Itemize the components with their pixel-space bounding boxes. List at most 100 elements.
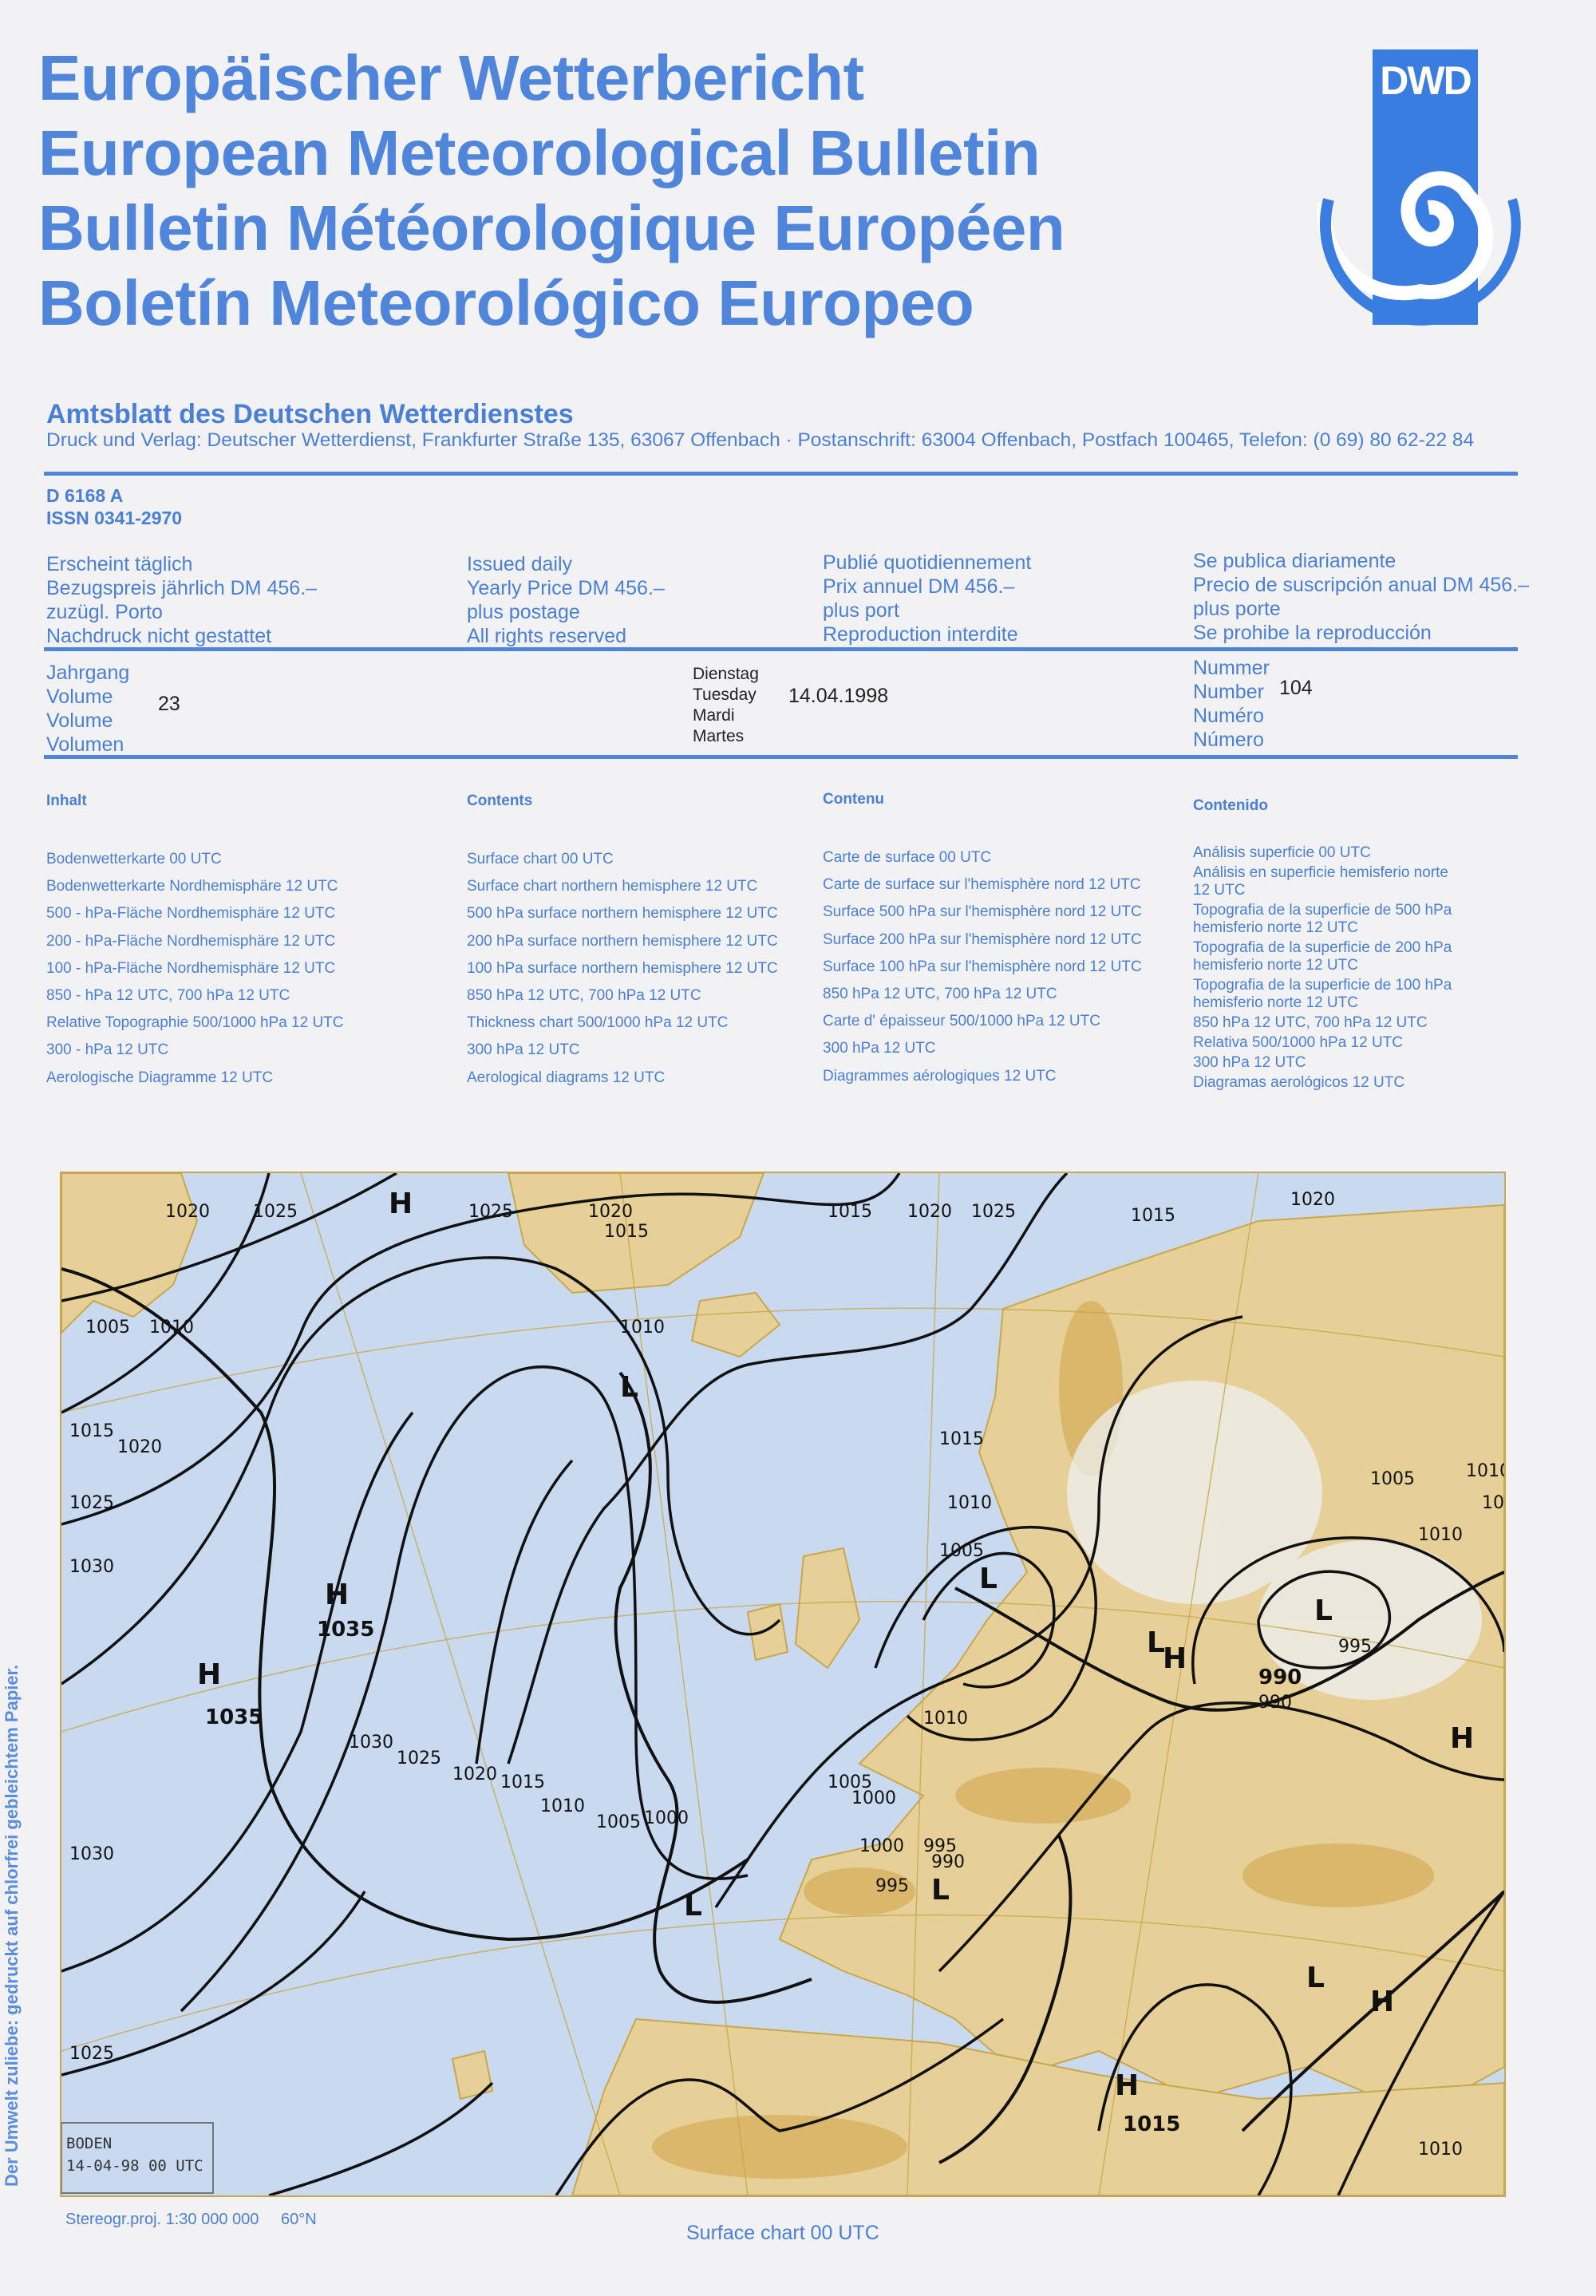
isobar-label: 1005 <box>596 1812 641 1832</box>
publisher-name: Amtsblatt des Deutschen Wetterdienstes <box>46 399 574 429</box>
low-pressure-center: L <box>979 1563 998 1595</box>
side-note: Der Umwelt zuliebe: gedruckt auf chlorfr… <box>2 1664 22 2187</box>
info-line: Precio de suscripción anual DM 456.– <box>1193 574 1530 596</box>
center-value: 990 <box>1258 1666 1302 1689</box>
isobar-label: 1030 <box>69 1844 114 1864</box>
contents-item: 200 hPa surface northern hemisphere 12 U… <box>467 932 778 950</box>
contents-item: Relative Topographie 500/1000 hPa 12 UTC <box>46 1014 344 1032</box>
contents-item: Surface chart 00 UTC <box>467 851 614 867</box>
contents-item: Bodenwetterkarte Nordhemisphäre 12 UTC <box>46 878 338 895</box>
contents-item: 300 hPa 12 UTC <box>823 1040 936 1057</box>
isobar-label: 1025 <box>69 1493 114 1513</box>
label: Dienstag <box>693 665 759 683</box>
isobar-label: 1005 <box>828 1772 872 1792</box>
info-line: All rights reserved <box>467 625 627 647</box>
contents-item: Análisis en superficie hemisferio norte … <box>1193 864 1448 899</box>
low-pressure-center: L <box>931 1874 950 1907</box>
center-value: 1035 <box>205 1705 263 1729</box>
info-de: Erscheint täglich Bezugspreis jährlich DM… <box>46 552 317 648</box>
low-pressure-center: L <box>1147 1626 1165 1659</box>
dwd-logo-text: DWD <box>1380 58 1472 103</box>
contents-item: Surface 100 hPa sur l'hemisphère nord 12… <box>823 958 1142 975</box>
contents-item: Topografia de la superficie de 500 hPa h… <box>1193 902 1452 936</box>
isobar-label: 1025 <box>397 1749 441 1768</box>
isobar-label: 1010 <box>540 1796 585 1816</box>
low-pressure-center: L <box>1314 1595 1333 1627</box>
contents-title-fr: Contenu <box>823 791 885 808</box>
volume-value: 23 <box>158 693 180 715</box>
contents-item: Diagrammes aérologiques 12 UTC <box>823 1067 1057 1085</box>
isobar-label: 1015 <box>69 1421 114 1441</box>
isobar-label: 1010 <box>149 1318 194 1338</box>
info-line: Se prohibe la reproducción <box>1193 622 1432 644</box>
isobar-label: 1030 <box>349 1733 393 1753</box>
high-pressure-center: H <box>1163 1642 1187 1675</box>
isobar-label: 995 <box>1338 1637 1372 1657</box>
label: Jahrgang <box>46 662 130 684</box>
isobar-label: 1000 <box>859 1836 904 1856</box>
isobar-label: 995 <box>875 1876 909 1896</box>
info-es: Se publica diariamente Precio de suscripc… <box>1193 549 1529 645</box>
contents-item: 850 hPa 12 UTC, 700 hPa 12 UTC <box>467 987 701 1005</box>
isobar-label: 1000 <box>851 1788 896 1808</box>
title-fr: Bulletin Météorologique Européen <box>38 192 1065 263</box>
info-line: Prix annuel DM 456.– <box>823 575 1015 598</box>
high-pressure-center: H <box>1370 1986 1394 2018</box>
contents-item: Carte de surface 00 UTC <box>823 849 992 866</box>
isobar-label: 1025 <box>468 1202 513 1222</box>
map-caption: Surface chart 00 UTC <box>686 2222 879 2244</box>
info-line: Publié quotidiennement <box>823 551 1032 574</box>
contents-item: 100 - hPa-Fläche Nordhemisphäre 12 UTC <box>46 959 336 977</box>
contents-item: 500 hPa surface northern hemisphere 12 U… <box>467 905 778 923</box>
high-pressure-center: H <box>389 1188 413 1220</box>
label: Número <box>1193 729 1264 751</box>
isobar-label: 1005 <box>1370 1469 1415 1489</box>
contents-title-de: Inhalt <box>46 792 87 809</box>
divider <box>44 472 1518 476</box>
high-pressure-center: H <box>325 1579 349 1611</box>
title-de: Europäischer Wetterbericht <box>38 42 864 113</box>
contents-item: Diagramas aerológicos 12 UTC <box>1193 1074 1405 1091</box>
issue-number: 104 <box>1279 677 1313 699</box>
contents-item: Thickness chart 500/1000 hPa 12 UTC <box>467 1014 729 1032</box>
info-line: Bezugspreis jährlich DM 456.– <box>46 577 318 599</box>
isobar-label: 1015 <box>500 1772 545 1792</box>
isobar-label: 1020 <box>165 1202 210 1222</box>
info-line: Reproduction interdite <box>823 623 1018 646</box>
isobar-label: 1025 <box>253 1202 298 1222</box>
low-pressure-center: L <box>1306 1962 1325 1994</box>
isobar-label: 1030 <box>69 1557 114 1577</box>
info-line: plus port <box>823 599 899 622</box>
isobar-label: 995 <box>923 1836 957 1856</box>
isobar-label: 1020 <box>117 1437 162 1457</box>
cold-front-2 <box>938 1835 1073 2164</box>
low-pressure-center: L <box>620 1371 638 1404</box>
info-line: Se publica diariamente <box>1193 550 1396 572</box>
isobar-label: 1010 <box>1466 1461 1504 1481</box>
info-line: Erscheint täglich <box>46 553 193 575</box>
isobar-label: 1010 <box>1418 2140 1463 2160</box>
info-line: zuzügl. Porto <box>46 601 163 623</box>
isobar-label: 1025 <box>69 2044 114 2064</box>
contents-item: 500 - hPa-Fläche Nordhemisphäre 12 UTC <box>46 905 336 923</box>
info-line: Issued daily <box>467 553 573 575</box>
contents-item: Surface 200 hPa sur l'hemisphère nord 12… <box>823 931 1142 948</box>
projection-note: Stereogr.proj. 1:30 000 000 60°N <box>65 2211 317 2229</box>
stamp-line: BODEN <box>66 2135 112 2152</box>
divider <box>44 647 1518 651</box>
center-value: 1015 <box>1123 2112 1180 2136</box>
day-labels: Dienstag Tuesday Mardi Martes <box>693 664 759 747</box>
isobar-label: 1015 <box>1131 1206 1175 1226</box>
label: Tuesday <box>693 686 757 704</box>
title-es: Boletín Meteorológico Europeo <box>38 267 974 338</box>
isobar-label: 1015 <box>604 1222 649 1242</box>
projection: Stereogr.proj. 1:30 000 000 <box>65 2211 259 2228</box>
publisher-address: Druck und Verlag: Deutscher Wetterdienst… <box>46 429 1475 451</box>
info-line: Nachdruck nicht gestattet <box>46 625 272 647</box>
contents-item: 850 - hPa 12 UTC, 700 hPa 12 UTC <box>46 987 290 1005</box>
contents-item: Bodenwetterkarte 00 UTC <box>46 851 222 867</box>
info-line: plus postage <box>467 601 580 623</box>
contents-title-en: Contents <box>467 792 533 809</box>
